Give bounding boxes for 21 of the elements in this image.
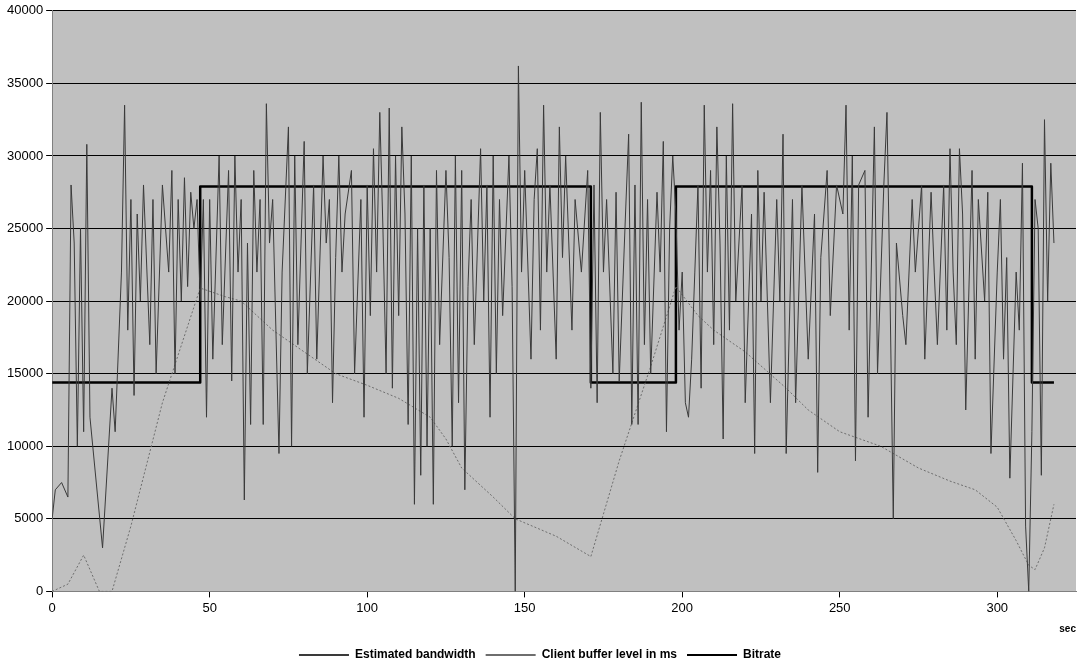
legend-label: Bitrate <box>743 647 782 662</box>
y-tick-label: 10000 <box>6 437 44 453</box>
y-tick-label: 0 <box>35 582 44 598</box>
y-tick-label: 15000 <box>6 365 44 381</box>
y-tick-label: 5000 <box>14 510 44 526</box>
x-tick-label: 100 <box>356 599 379 615</box>
y-tick-label: 20000 <box>6 292 44 308</box>
x-axis-title: sec <box>1059 622 1077 634</box>
legend-label: Client buffer level in ms <box>541 647 678 662</box>
y-tick-label: 35000 <box>6 74 44 90</box>
x-tick-label: 150 <box>513 599 536 615</box>
legend-label: Estimated bandwidth <box>354 647 476 662</box>
x-tick-label: 200 <box>671 599 694 615</box>
x-tick-label: 300 <box>986 599 1009 615</box>
y-tick-label: 40000 <box>6 2 44 18</box>
x-tick-label: 50 <box>202 599 217 615</box>
x-tick-label: 0 <box>48 599 56 615</box>
y-tick-label: 25000 <box>6 220 44 236</box>
line-series <box>52 286 1055 592</box>
y-tick-label: 30000 <box>6 147 44 163</box>
x-tick-label: 250 <box>828 599 851 615</box>
